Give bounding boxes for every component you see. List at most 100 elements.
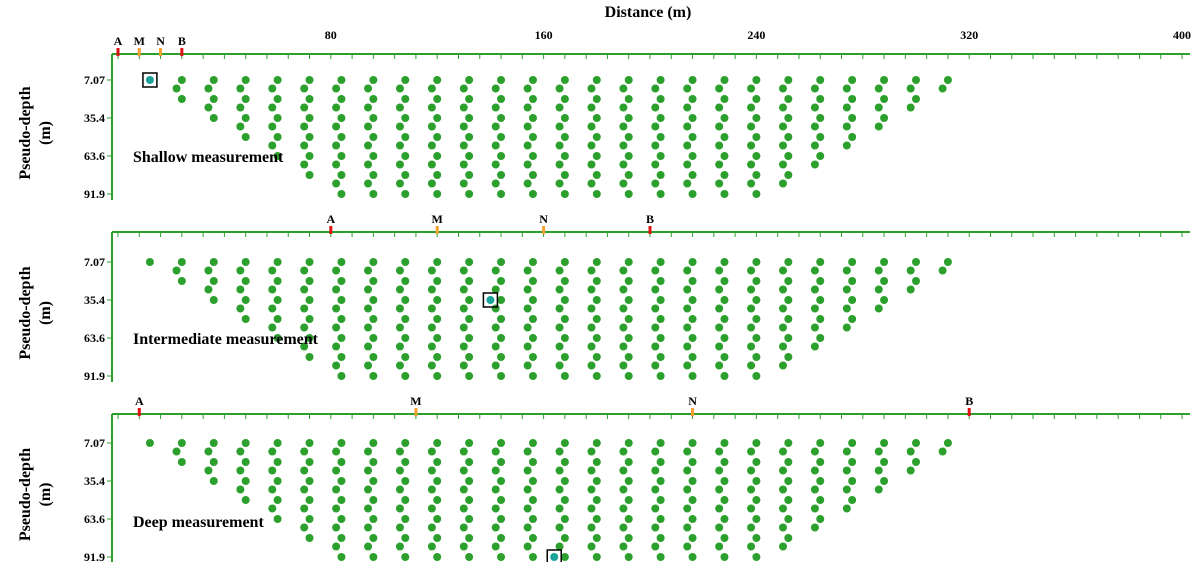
datum-point <box>752 114 761 122</box>
datum-point <box>401 439 410 447</box>
datum-point <box>305 315 314 323</box>
datum-point <box>465 152 474 160</box>
datum-point <box>491 141 500 150</box>
datum-point <box>337 534 346 542</box>
datum-point <box>395 84 404 93</box>
datum-point <box>816 334 825 342</box>
datum-point <box>848 477 857 485</box>
datum-point <box>752 171 761 179</box>
datum-point <box>715 179 724 188</box>
datum-point <box>720 553 729 561</box>
datum-point <box>816 258 825 266</box>
datum-point <box>145 258 154 266</box>
datum-point <box>747 466 756 475</box>
datum-point <box>395 160 404 169</box>
datum-point <box>587 304 596 313</box>
datum-point <box>465 458 474 466</box>
datum-point <box>810 141 819 150</box>
datum-point <box>619 542 628 551</box>
datum-point <box>241 496 250 504</box>
electrode-label-m: M <box>134 34 145 48</box>
datum-point <box>555 266 564 275</box>
y-axis-label: Pseudo-depth <box>17 448 34 541</box>
datum-point <box>784 76 793 84</box>
datum-point <box>528 334 537 342</box>
datum-point <box>172 266 181 275</box>
datum-point <box>784 353 793 361</box>
datum-point <box>465 496 474 504</box>
datum-point <box>465 190 474 198</box>
datum-point <box>300 342 309 351</box>
datum-point <box>241 95 250 103</box>
datum-point <box>874 466 883 475</box>
datum-point <box>651 266 660 275</box>
datum-point <box>332 361 341 370</box>
datum-point <box>369 372 378 380</box>
datum-point <box>592 76 601 84</box>
datum-point <box>619 141 628 150</box>
datum-point <box>784 133 793 141</box>
datum-point <box>523 122 532 131</box>
datum-point <box>560 190 569 198</box>
electrode-label-m: M <box>410 394 421 408</box>
datum-point <box>555 179 564 188</box>
datum-point <box>651 84 660 93</box>
datum-point <box>433 372 442 380</box>
datum-point <box>779 141 787 150</box>
datum-point <box>912 76 920 84</box>
datum-point <box>427 447 436 456</box>
datum-point <box>656 353 665 361</box>
datum-point <box>880 458 889 466</box>
datum-point <box>688 534 697 542</box>
datum-point <box>715 141 724 150</box>
datum-point <box>427 122 436 131</box>
datum-point <box>427 285 436 294</box>
datum-point <box>364 466 373 475</box>
depth-tick-label: 7.07 <box>84 436 105 450</box>
datum-point <box>810 266 819 275</box>
datum-point <box>555 361 564 370</box>
datum-point <box>332 122 341 131</box>
datum-point <box>300 523 309 532</box>
datum-point <box>560 95 569 103</box>
datum-point <box>779 84 787 93</box>
datum-point <box>683 179 692 188</box>
electrode-label-m: M <box>432 212 443 226</box>
datum-point <box>465 95 474 103</box>
datum-point <box>273 258 282 266</box>
x-axis-title: Distance (m) <box>605 4 692 21</box>
datum-point <box>688 95 697 103</box>
datum-point <box>268 304 277 313</box>
datum-point <box>651 285 660 294</box>
datum-point <box>337 190 346 198</box>
datum-point <box>497 114 506 122</box>
datum-point <box>523 84 532 93</box>
datum-point <box>810 447 819 456</box>
datum-point <box>241 133 250 141</box>
datum-point <box>720 353 729 361</box>
datum-point <box>587 141 596 150</box>
datum-point <box>747 122 756 131</box>
datum-point <box>842 285 851 294</box>
datum-point <box>209 95 218 103</box>
datum-point <box>177 95 186 103</box>
datum-point <box>172 84 181 93</box>
datum-point <box>459 103 468 112</box>
datum-point <box>459 523 468 532</box>
datum-point <box>204 447 213 456</box>
datum-point <box>651 485 660 494</box>
datum-point <box>369 315 378 323</box>
datum-point <box>688 190 697 198</box>
datum-point <box>369 515 378 523</box>
datum-point <box>332 304 341 313</box>
datum-point <box>619 103 628 112</box>
datum-point <box>592 315 601 323</box>
datum-point <box>816 439 825 447</box>
datum-point <box>459 466 468 475</box>
datum-point <box>555 160 564 169</box>
datum-point <box>560 458 569 466</box>
datum-point <box>523 304 532 313</box>
datum-point <box>491 84 500 93</box>
datum-point <box>364 304 373 313</box>
